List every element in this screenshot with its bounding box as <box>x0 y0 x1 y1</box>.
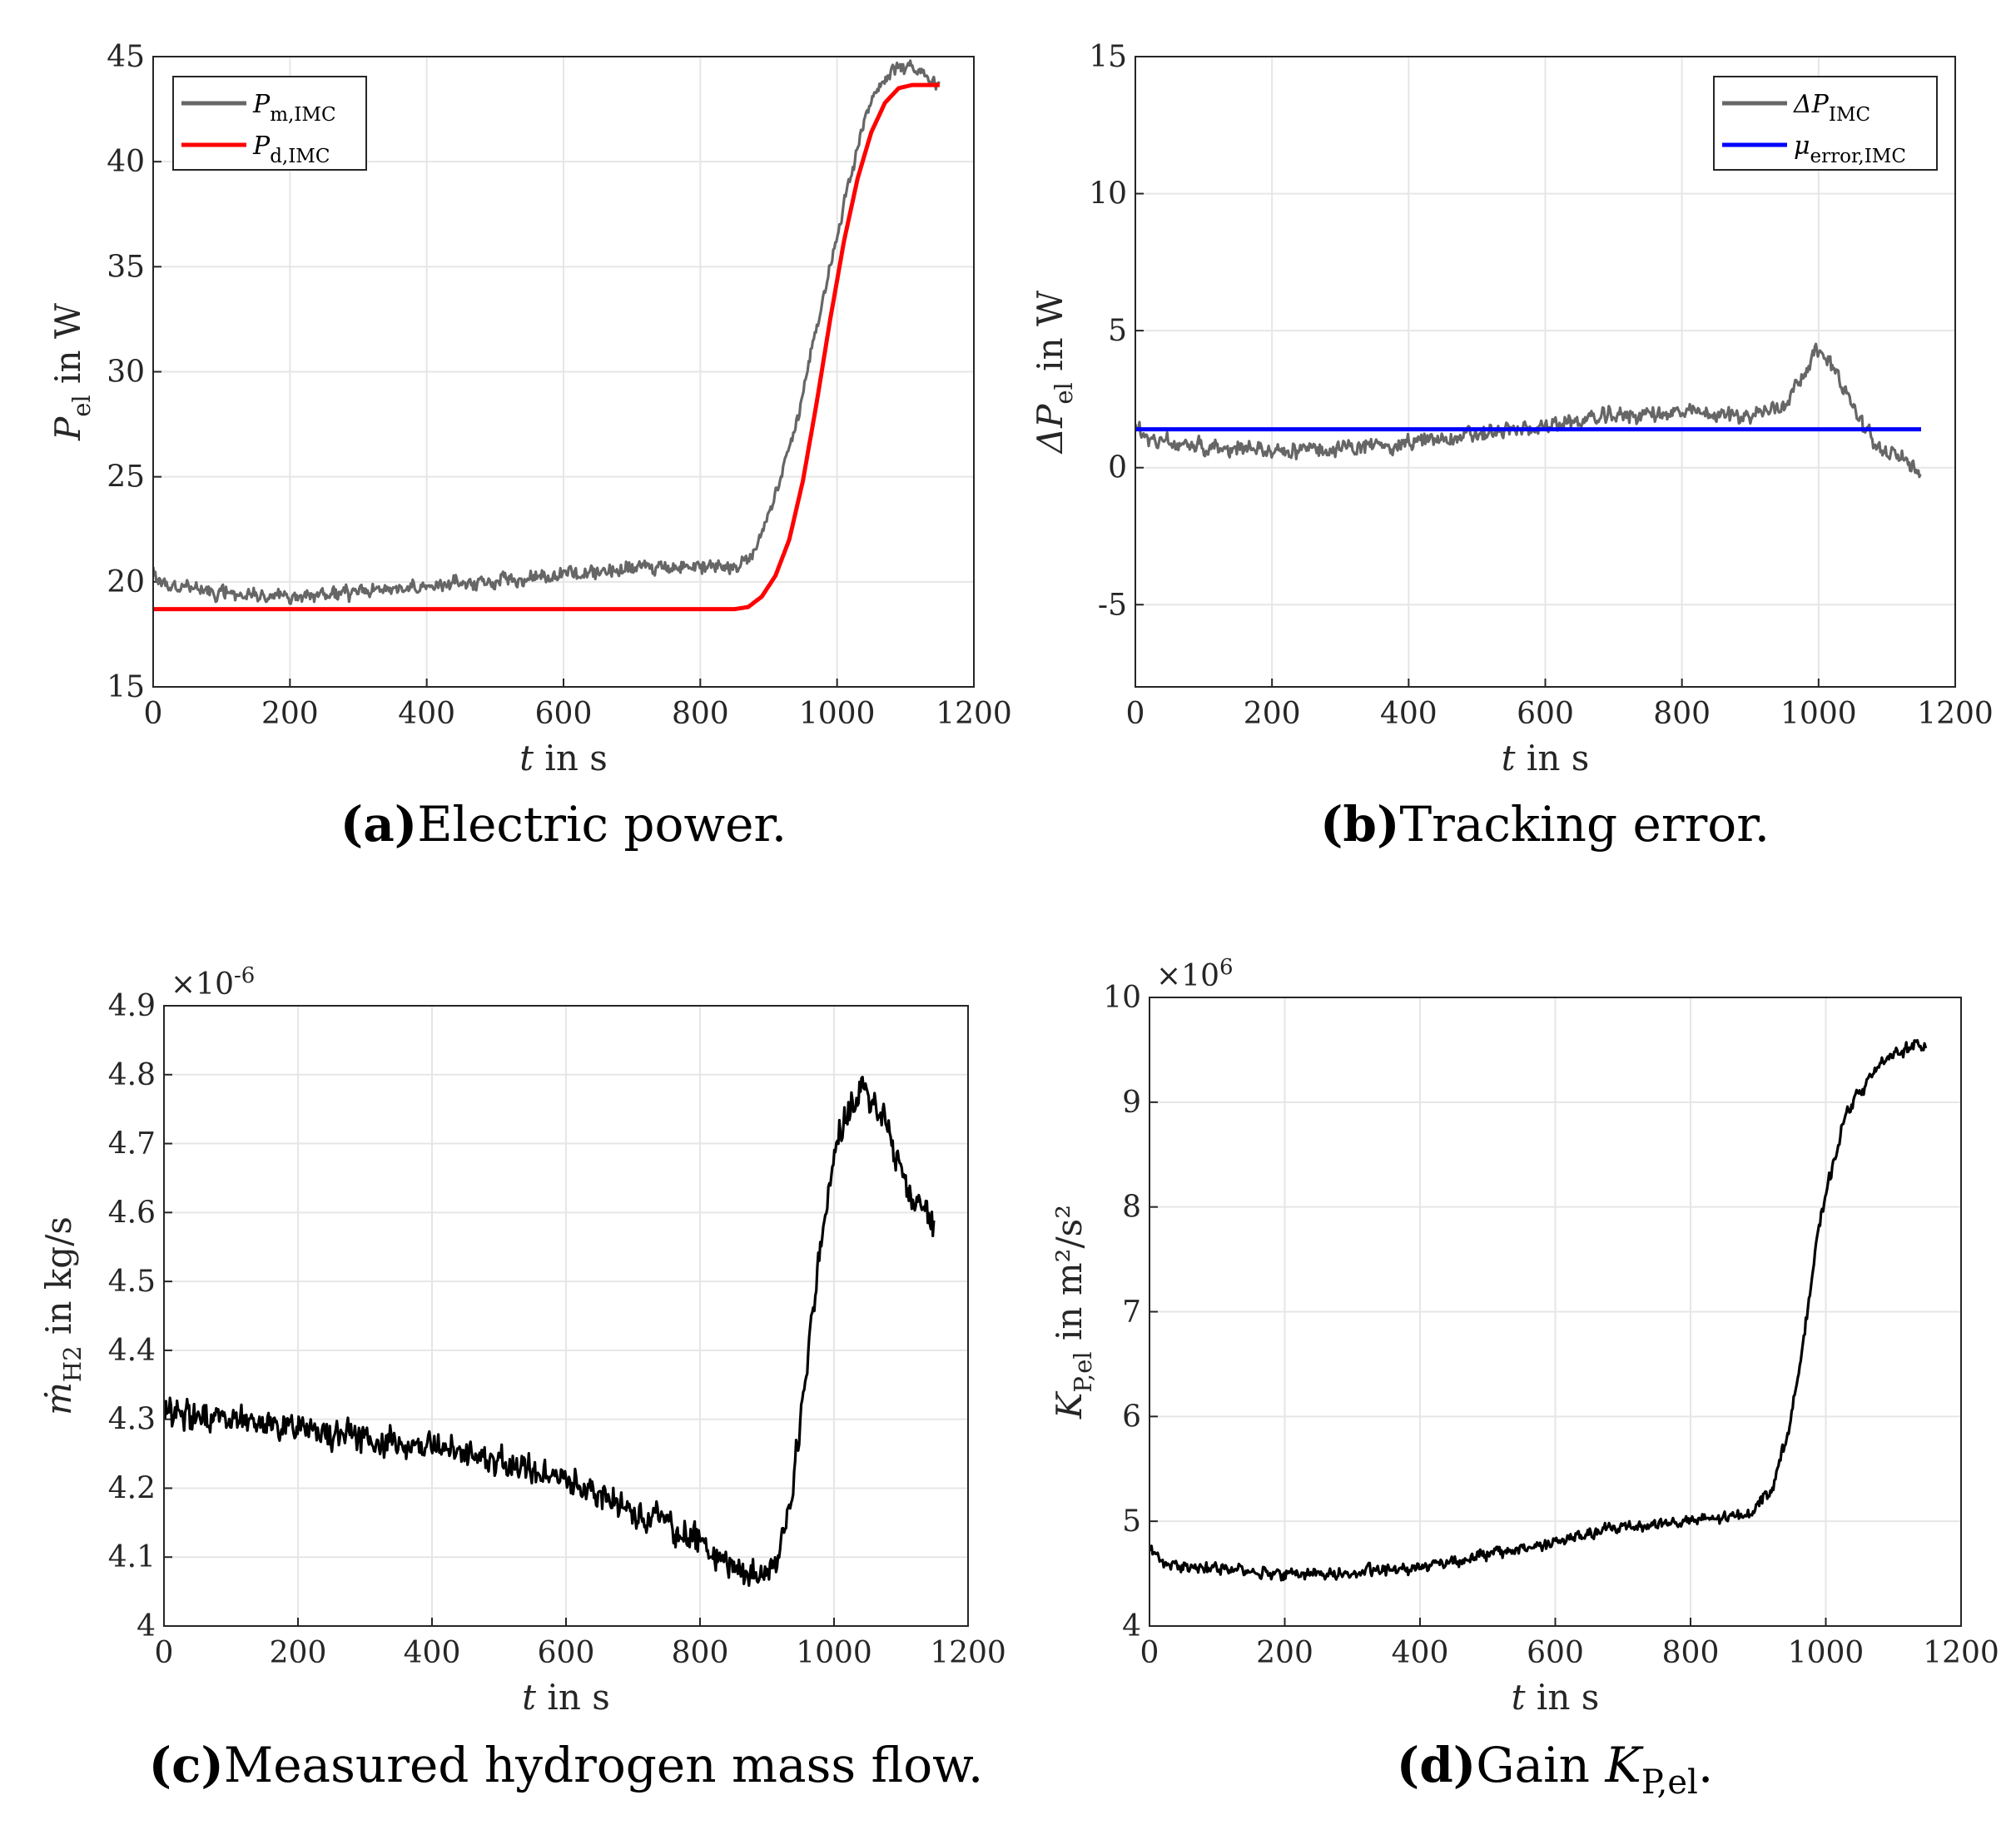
x-axis-label: t in s <box>1512 1677 1600 1718</box>
legend-label: Pm,IMC <box>252 90 336 126</box>
y-tick-label: 4.9 <box>108 989 156 1023</box>
x-tick-label: 1200 <box>936 697 1012 731</box>
y-tick-label: 45 <box>107 40 145 74</box>
y-tick-label: 6 <box>1122 1400 1141 1434</box>
x-tick-label: 1000 <box>799 697 876 731</box>
y-tick-label: 4.8 <box>108 1058 156 1092</box>
y-tick-label: 5 <box>1122 1504 1141 1539</box>
x-tick-label: 0 <box>155 1636 174 1670</box>
x-tick-label: 1000 <box>1780 697 1857 731</box>
series-line-a <box>153 82 940 612</box>
chart-b: 0 200 400 600 800 1000 1200 -5 0 5 10 15 t in s ΔPel … <box>1030 40 1994 853</box>
axes-frame <box>163 1005 969 1627</box>
x-tick-label: 200 <box>1256 1636 1313 1670</box>
x-tick-label: 0 <box>144 697 163 731</box>
chart-c: 0 200 400 600 800 1000 1200 4 4.1 4.2 4.3 4.4 4.5 4.6… <box>38 963 1006 1793</box>
y-tick-label: 35 <box>107 250 145 284</box>
y-tick-label: 5 <box>1108 314 1127 348</box>
y-axis-label: Pel in W <box>47 302 96 441</box>
x-tick-label: 600 <box>1527 1636 1584 1670</box>
y-tick-label: 4.7 <box>108 1127 156 1161</box>
x-tick-label: 400 <box>1392 1636 1449 1670</box>
y-tick-label: 4 <box>1122 1609 1141 1644</box>
axes-frame <box>152 56 975 688</box>
x-tick-label: 0 <box>1126 697 1145 731</box>
series-line-a <box>153 59 941 605</box>
y-axis-label: KP,el in m²/s² <box>1049 1205 1097 1420</box>
chart-d: 0 200 400 600 800 1000 1200 4 5 6 7 8 9 10 ×106 t in s K… <box>1049 955 1999 1802</box>
x-tick-label: 600 <box>1517 697 1574 731</box>
y-tick-label: 0 <box>1108 451 1127 485</box>
y-tick-label: 20 <box>107 565 145 599</box>
x-tick-label: 1200 <box>1923 1636 1999 1670</box>
y-tick-label: -5 <box>1098 588 1127 622</box>
y-tick-label: 4.5 <box>108 1265 156 1299</box>
axis-exponent: ×106 <box>1156 955 1234 993</box>
y-tick-label: 7 <box>1122 1295 1141 1330</box>
x-axis-label: t in s <box>522 1677 610 1718</box>
y-tick-label: 10 <box>1089 177 1127 211</box>
x-tick-label: 800 <box>672 697 729 731</box>
series-line-c <box>164 1076 936 1588</box>
x-tick-label: 1200 <box>930 1636 1006 1670</box>
legend-label: ΔPIMC <box>1793 90 1870 126</box>
x-tick-label: 0 <box>1140 1636 1159 1670</box>
y-tick-label: 10 <box>1103 981 1141 1015</box>
x-tick-label: 400 <box>1380 697 1438 731</box>
x-tick-label: 800 <box>1653 697 1711 731</box>
x-axis-label: t in s <box>519 738 608 778</box>
axes-frame <box>1135 56 1956 688</box>
caption-c: (c)Measured hydrogen mass flow. <box>149 1737 984 1793</box>
x-tick-label: 400 <box>404 1636 461 1670</box>
y-tick-label: 4 <box>137 1609 156 1644</box>
x-tick-label: 800 <box>1662 1636 1720 1670</box>
chart-a: 0 200 400 600 800 1000 1200 15 20 25 30 35 40 45 t in … <box>47 40 1012 853</box>
x-axis-label: t in s <box>1502 738 1590 778</box>
legend-label: Pd,IMC <box>252 132 330 167</box>
y-tick-label: 15 <box>107 670 145 704</box>
x-tick-label: 800 <box>672 1636 729 1670</box>
axis-exponent: ×10-6 <box>171 963 255 1002</box>
y-tick-label: 4.1 <box>108 1540 156 1574</box>
legend: Pm,IMC Pd,IMC <box>172 76 367 171</box>
y-tick-label: 8 <box>1122 1191 1141 1225</box>
y-tick-label: 9 <box>1122 1086 1141 1120</box>
x-tick-label: 600 <box>538 1636 595 1670</box>
y-tick-label: 4.4 <box>108 1334 156 1368</box>
caption-b: (b)Tracking error. <box>1320 796 1770 853</box>
x-tick-label: 400 <box>398 697 455 731</box>
legend: ΔPIMC μerror,IMC <box>1713 76 1938 171</box>
x-tick-label: 200 <box>270 1636 327 1670</box>
caption-a: (a)Electric power. <box>340 796 787 853</box>
x-tick-label: 1000 <box>796 1636 872 1670</box>
y-axis-label: ΔPel in W <box>1030 290 1078 455</box>
y-axis-label: ṁH2 in kg/s <box>38 1216 87 1415</box>
legend-label: μerror,IMC <box>1794 132 1906 167</box>
y-tick-label: 30 <box>107 356 145 390</box>
y-tick-label: 4.2 <box>108 1471 156 1505</box>
x-tick-label: 600 <box>535 697 593 731</box>
caption-d: (d)Gain KP,el. <box>1397 1737 1714 1802</box>
x-tick-label: 1000 <box>1788 1636 1865 1670</box>
y-tick-label: 25 <box>107 460 145 495</box>
y-tick-label: 4.3 <box>108 1403 156 1437</box>
y-tick-label: 40 <box>107 145 145 179</box>
y-tick-label: 15 <box>1089 40 1127 74</box>
x-tick-label: 1200 <box>1917 697 1994 731</box>
axes-frame <box>1149 997 1962 1627</box>
x-tick-label: 200 <box>1244 697 1301 731</box>
x-tick-label: 200 <box>261 697 319 731</box>
y-tick-label: 4.6 <box>108 1196 156 1230</box>
series-line-d <box>1150 1038 1928 1582</box>
